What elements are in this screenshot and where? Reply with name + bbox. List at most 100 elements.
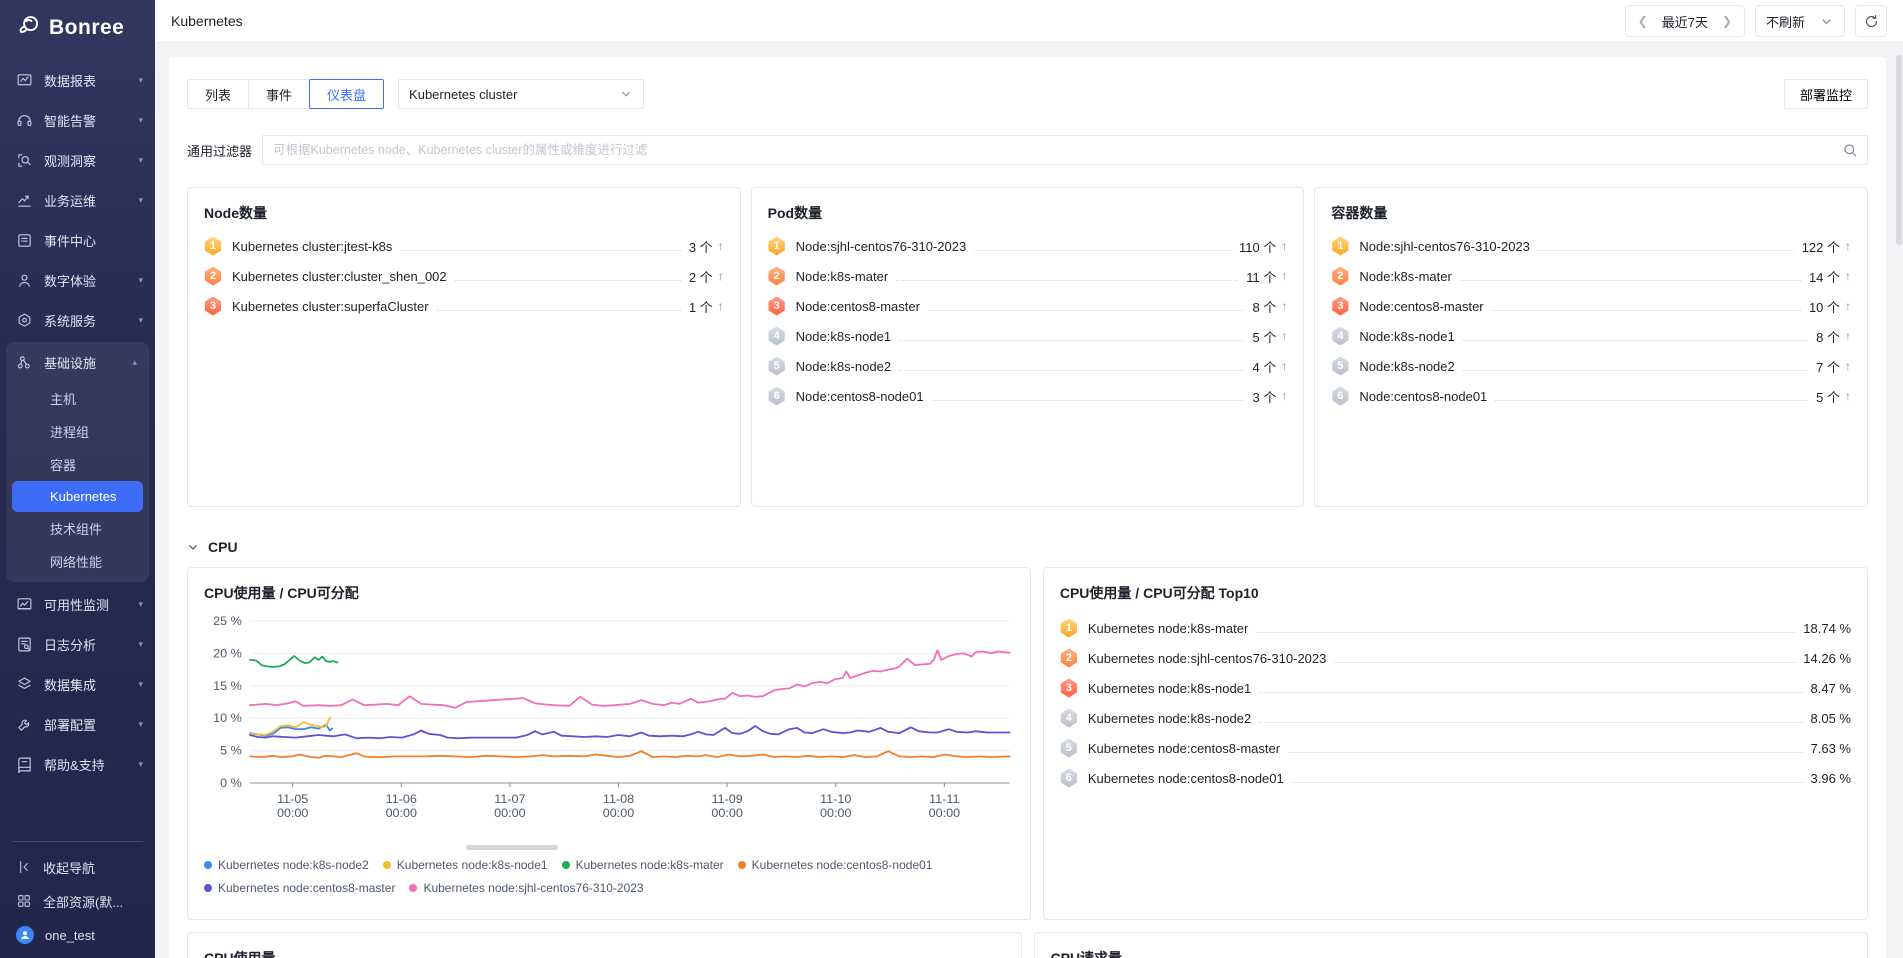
cpu-section-header[interactable]: CPU [187, 539, 1868, 555]
sidebar-item-网络性能[interactable]: 网络性能 [50, 555, 103, 570]
sidebar-item-数据报表[interactable]: 数据报表 ▾ [0, 60, 155, 100]
sidebar-item-业务运维[interactable]: 业务运维 ▾ [0, 180, 155, 220]
legend-item[interactable]: Kubernetes node:k8s-node1 [382, 858, 548, 872]
page-title: Kubernetes [171, 13, 243, 29]
legend-item[interactable]: Kubernetes node:k8s-mater [561, 858, 724, 872]
date-next-button[interactable]: ❯ [1721, 14, 1733, 28]
list-item[interactable]: 6 Node:centos8-node01 3 个 ↑ [768, 381, 1288, 411]
sidebar-item-label: 智能告警 [44, 113, 97, 129]
legend-item[interactable]: Kubernetes node:centos8-node01 [737, 858, 932, 872]
sidebar-item-label: 部署配置 [44, 717, 97, 733]
bonree-logo-icon [16, 13, 42, 42]
list-item[interactable]: 3 Node:centos8-master 8 个 ↑ [768, 291, 1287, 321]
svg-text:11-08: 11-08 [603, 792, 634, 806]
sidebar-item-label: 事件中心 [44, 233, 97, 249]
list-item[interactable]: 5 Node:k8s-node2 4 个 ↑ [768, 351, 1287, 381]
stat-card-容器数量: 容器数量 1 Node:sjhl-centos76-310-2023 122 个 ↑ 2 N… [1314, 187, 1869, 507]
deploy-monitor-button[interactable]: 部署监控 [1783, 79, 1868, 109]
list-item[interactable]: 2 Kubernetes node:sjhl-centos76-310-2023 1… [1060, 643, 1851, 673]
sidebar-item-数字体验[interactable]: 数字体验 ▾ [0, 260, 155, 300]
sidebar-item-基础设施[interactable]: 基础设施 ▴ [6, 342, 149, 382]
legend-item[interactable]: Kubernetes node:k8s-node2 [204, 858, 369, 872]
sidebar-item-主机[interactable]: 主机 [50, 392, 77, 407]
list-item[interactable]: 4 Node:k8s-node1 8 个 ↑ [1331, 321, 1851, 351]
sidebar-item-部署配置[interactable]: 部署配置 ▾ [0, 704, 155, 744]
sidebar-item-进程组[interactable]: 进程组 [50, 425, 90, 440]
list-item[interactable]: 1 Kubernetes cluster:jtest-k8s 3 个 ↑ [204, 231, 724, 261]
up-arrow-icon: ↑ [1845, 269, 1852, 283]
cpu-line-chart[interactable]: 0 %5 %10 %15 %20 %25 %11-0500:0011-0600:… [204, 611, 1014, 843]
refresh-mode-select[interactable]: 不刷新 [1754, 5, 1845, 37]
logo[interactable]: Bonree [0, 0, 155, 52]
list-item[interactable]: 6 Kubernetes node:centos8-node01 3.96 % [1060, 763, 1851, 793]
date-prev-button[interactable]: ❮ [1637, 14, 1648, 28]
logo-text: Bonree [49, 15, 125, 39]
rank-value: 3 个 [1252, 389, 1277, 405]
sidebar-item-label: 系统服务 [44, 313, 97, 329]
list-item[interactable]: 3 Kubernetes node:k8s-node1 8.47 % [1060, 673, 1851, 703]
dotted-leader [927, 309, 1245, 311]
list-item[interactable]: 1 Node:sjhl-centos76-310-2023 122 个 ↑ [1331, 231, 1851, 261]
dotted-leader [400, 249, 681, 251]
integration-icon [16, 676, 33, 693]
list-item[interactable]: 1 Node:sjhl-centos76-310-2023 110 个 ↑ [768, 231, 1287, 261]
chevron-down-icon: ▾ [138, 638, 143, 649]
rank-badge: 5 [768, 356, 785, 376]
list-item[interactable]: 1 Kubernetes node:k8s-mater 18.74 % [1060, 613, 1851, 643]
list-item[interactable]: 4 Kubernetes node:k8s-node2 8.05 % [1060, 703, 1851, 733]
sidebar-item-可用性监测[interactable]: 可用性监测 ▾ [0, 584, 155, 624]
chart-zoom-scrollbar[interactable] [466, 845, 558, 850]
sidebar-item-数据集成[interactable]: 数据集成 ▾ [0, 664, 155, 704]
svg-text:11-06: 11-06 [386, 792, 417, 806]
list-item[interactable]: 4 Node:k8s-node1 5 个 ↑ [768, 321, 1287, 351]
card-title: 容器数量 [1331, 205, 1388, 221]
sidebar-item-智能告警[interactable]: 智能告警 ▾ [0, 100, 155, 140]
list-item[interactable]: 5 Node:k8s-node2 7 个 ↑ [1331, 351, 1851, 381]
sidebar-item-日志分析[interactable]: 日志分析 ▾ [0, 624, 155, 664]
business-icon [16, 192, 33, 209]
list-item[interactable]: 6 Node:centos8-node01 5 个 ↑ [1331, 381, 1851, 411]
tab-仪表盘[interactable]: 仪表盘 [309, 79, 385, 109]
rank-value: 18.74 % [1803, 620, 1851, 636]
cluster-select[interactable]: Kubernetes cluster [398, 79, 645, 109]
list-item[interactable]: 2 Kubernetes cluster:cluster_shen_002 2 个 ↑ [204, 261, 724, 291]
tab-列表[interactable]: 列表 [187, 79, 250, 109]
page-scrollbar[interactable] [1896, 55, 1902, 245]
rank-badge: 2 [1332, 266, 1349, 286]
sidebar-footer-one_test[interactable]: one_test [0, 918, 155, 952]
sidebar-footer-收起导航[interactable]: 收起导航 [0, 850, 155, 884]
date-range-label[interactable]: 最近7天 [1661, 14, 1708, 30]
list-item[interactable]: 3 Kubernetes cluster:superfaCluster 1 个 ↑ [204, 291, 724, 321]
search-icon[interactable] [1842, 142, 1858, 158]
refresh-button[interactable] [1855, 5, 1887, 37]
sidebar-item-系统服务[interactable]: 系统服务 ▾ [0, 300, 155, 340]
rank-name: Kubernetes node:centos8-master [1087, 740, 1281, 756]
dotted-leader [1259, 691, 1803, 693]
svg-text:20 %: 20 % [213, 647, 242, 661]
dotted-leader [931, 399, 1245, 401]
list-item[interactable]: 3 Node:centos8-master 10 个 ↑ [1331, 291, 1851, 321]
legend-item[interactable]: Kubernetes node:sjhl-centos76-310-2023 [409, 881, 644, 895]
rank-value: 8.05 % [1810, 710, 1851, 726]
sidebar-item-容器[interactable]: 容器 [50, 458, 77, 473]
sidebar-item-观测洞察[interactable]: 观测洞察 ▾ [0, 140, 155, 180]
filter-input[interactable] [262, 135, 1868, 165]
legend-item[interactable]: Kubernetes node:centos8-master [204, 881, 395, 895]
sidebar-item-技术组件[interactable]: 技术组件 [50, 522, 103, 537]
list-item[interactable]: 2 Node:k8s-mater 14 个 ↑ [1331, 261, 1851, 291]
rank-value: 14.26 % [1803, 650, 1851, 666]
sidebar-item-帮助&支持[interactable]: 帮助&支持 ▾ [0, 744, 155, 784]
rank-name: Kubernetes node:sjhl-centos76-310-2023 [1087, 650, 1327, 666]
bottom-cards-row: CPU使用量 CPU请求量 [187, 932, 1868, 958]
sidebar-footer-全部资源(默...[interactable]: 全部资源(默... [0, 884, 155, 918]
up-arrow-icon: ↑ [1281, 389, 1288, 403]
list-item[interactable]: 5 Kubernetes node:centos8-master 7.63 % [1060, 733, 1851, 763]
tab-事件[interactable]: 事件 [248, 79, 311, 109]
sidebar-item-事件中心[interactable]: 事件中心 [0, 220, 155, 260]
rank-value: 122 个 [1801, 239, 1841, 255]
dotted-leader [1291, 781, 1803, 783]
rank-name: Kubernetes cluster:superfaCluster [232, 298, 429, 314]
sidebar-item-Kubernetes[interactable]: Kubernetes [12, 481, 143, 512]
list-item[interactable]: 2 Node:k8s-mater 11 个 ↑ [768, 261, 1287, 291]
stat-card-Pod数量: Pod数量 1 Node:sjhl-centos76-310-2023 110 个 ↑ 2… [750, 187, 1305, 507]
